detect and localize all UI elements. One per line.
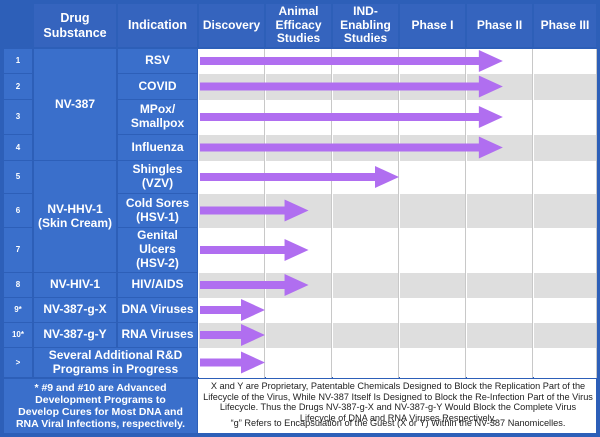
- stage-cell: [266, 298, 332, 323]
- header-stage-2: Animal Efficacy Studies: [266, 4, 331, 47]
- progress-arrow-row-6: [200, 199, 309, 222]
- drug-substance-cell: NV-387-g-X: [34, 298, 116, 322]
- stage-cell: [534, 74, 597, 100]
- header-stage-1: Discovery: [199, 4, 264, 47]
- footnote-left: * #9 and #10 are Advanced Development Pr…: [4, 379, 197, 433]
- stage-cell: [333, 348, 399, 378]
- stage-cell: [467, 228, 533, 273]
- footnote-right-text-2: “g” Refers to Encapsulation of the Guest…: [230, 418, 566, 428]
- stage-cell: [534, 135, 597, 161]
- stage-cell: [467, 298, 533, 323]
- row-number: 3: [4, 100, 32, 134]
- stage-cell: [467, 323, 533, 348]
- stage-cell: [467, 161, 533, 194]
- drug-substance-cell: NV-HHV-1 (Skin Cream): [34, 161, 116, 272]
- header-stage-6: Phase III: [534, 4, 596, 47]
- stage-cell: [400, 298, 466, 323]
- stage-cell: [333, 194, 399, 228]
- progress-arrow-row-10: [200, 324, 265, 346]
- stage-cell: [400, 273, 466, 298]
- stage-cell: [400, 194, 466, 228]
- stage-cell: [400, 228, 466, 273]
- stage-cell: [333, 298, 399, 323]
- stage-cell: [534, 273, 597, 298]
- header-indication: Indication: [118, 4, 197, 47]
- row-number: 4: [4, 135, 32, 160]
- indication-cell: RSV: [118, 49, 197, 73]
- stage-cell: [400, 323, 466, 348]
- stage-cell: [467, 273, 533, 298]
- stage-cell: [400, 161, 466, 194]
- stage-cell: [534, 348, 597, 378]
- stage-cell: [333, 323, 399, 348]
- stage-cell: [266, 348, 332, 378]
- drug-substance-cell: Several Additional R&D Programs in Progr…: [34, 348, 197, 377]
- row-number: 8: [4, 273, 32, 297]
- row-number: 10*: [4, 323, 32, 347]
- drug-substance-cell: NV-387-g-Y: [34, 323, 116, 347]
- progress-arrow-row-7: [200, 239, 309, 261]
- stage-cell: [400, 348, 466, 378]
- row-number: 5: [4, 161, 32, 193]
- footnote-right-panel: [198, 379, 596, 433]
- indication-cell: COVID: [118, 74, 197, 99]
- indication-cell: MPox/ Smallpox: [118, 100, 197, 134]
- indication-cell: Cold Sores (HSV-1): [118, 194, 197, 227]
- row-number: 6: [4, 194, 32, 227]
- stage-cell: [333, 273, 399, 298]
- stage-cell: [534, 228, 597, 273]
- header-stage-4: Phase I: [400, 4, 465, 47]
- progress-arrow-row-1: [200, 50, 503, 72]
- progress-arrow-row-8: [200, 274, 309, 296]
- drug-substance-cell: NV-387: [34, 49, 116, 160]
- row-number: 7: [4, 228, 32, 272]
- indication-cell: Influenza: [118, 135, 197, 160]
- stage-cell: [534, 194, 597, 228]
- header-stage-5: Phase II: [467, 4, 532, 47]
- stage-cell: [467, 194, 533, 228]
- progress-arrow-row-9: [200, 299, 265, 321]
- indication-cell: RNA Viruses: [118, 323, 197, 347]
- stage-cell: [467, 348, 533, 378]
- stage-cell: [333, 228, 399, 273]
- row-number: 1: [4, 49, 32, 73]
- row-number: >: [4, 348, 32, 377]
- stage-cell: [534, 49, 597, 74]
- indication-cell: DNA Viruses: [118, 298, 197, 322]
- stage-cell: [534, 323, 597, 348]
- footnote-right-text-1: X and Y are Proprietary, Patentable Chem…: [203, 381, 593, 423]
- row-number: 9*: [4, 298, 32, 322]
- stage-cell: [266, 323, 332, 348]
- indication-cell: HIV/AIDS: [118, 273, 197, 297]
- row-number: 2: [4, 74, 32, 99]
- progress-arrow-row-4: [200, 136, 503, 159]
- stage-cell: [534, 100, 597, 135]
- indication-cell: Genital Ulcers (HSV-2): [118, 228, 197, 272]
- progress-arrow-row-3: [200, 106, 503, 128]
- progress-arrow-row-2: [200, 75, 503, 98]
- progress-arrow-row-5: [200, 166, 399, 188]
- progress-arrow-row-11: [200, 351, 265, 374]
- drug-substance-cell: NV-HIV-1: [34, 273, 116, 297]
- stage-cell: [534, 161, 597, 194]
- header-drug-substance: Drug Substance: [34, 4, 116, 47]
- indication-cell: Shingles (VZV): [118, 161, 197, 193]
- header-stage-3: IND- Enabling Studies: [333, 4, 398, 47]
- stage-cell: [534, 298, 597, 323]
